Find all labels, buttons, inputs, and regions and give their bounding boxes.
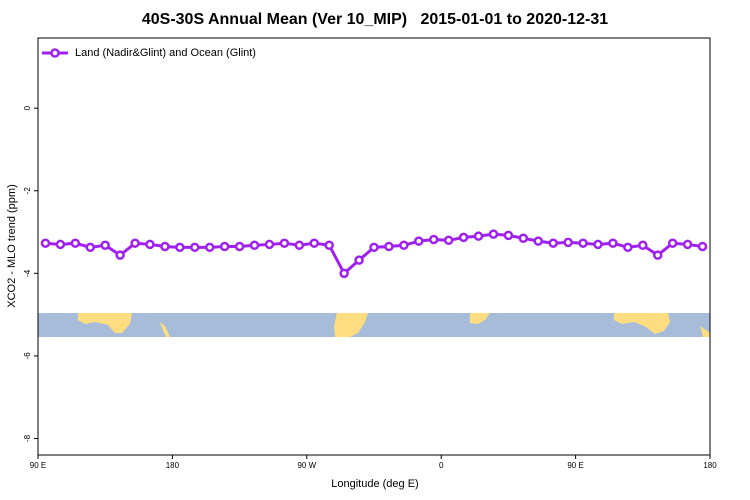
x-tick-label: 180 (166, 461, 180, 470)
data-point (264, 239, 275, 250)
y-tick-label: -4 (23, 269, 32, 277)
data-point (219, 241, 230, 252)
data-point (115, 250, 125, 260)
data-point (608, 238, 618, 248)
data-point (324, 240, 334, 251)
data-point (638, 240, 648, 251)
data-point (279, 238, 290, 248)
series-line (45, 232, 703, 276)
data-point (339, 268, 349, 279)
plot-frame (37, 37, 711, 456)
data-point (234, 241, 245, 252)
data-point (249, 240, 260, 251)
y-tick-label: -2 (23, 187, 32, 195)
data-point (309, 238, 320, 248)
x-tick-label: 0 (439, 461, 444, 470)
data-point (175, 242, 185, 253)
y-axis-label: XCO2 - MLO trend (ppm) (6, 184, 18, 307)
data-point (548, 238, 558, 248)
data-point (130, 238, 140, 248)
map-strip (38, 313, 710, 337)
x-tick-label: 90 E (567, 461, 583, 470)
data-point (443, 235, 454, 246)
data-point (100, 240, 110, 251)
data-point (667, 238, 678, 248)
x-tick-label: 90 W (297, 461, 316, 470)
data-point (40, 238, 51, 248)
data-point (204, 242, 215, 253)
legend-label: Land (Nadir&Glint) and Ocean (Glint) (75, 47, 256, 59)
data-point (458, 232, 469, 243)
data-point (623, 242, 633, 253)
data-point (518, 233, 529, 243)
data-point (190, 242, 200, 253)
y-tick-label: -8 (23, 434, 32, 442)
data-point (473, 231, 484, 241)
data-point (70, 238, 81, 248)
x-tick-label: 180 (703, 461, 717, 470)
data-point (488, 229, 499, 239)
data-point (399, 240, 409, 251)
chart-title: 40S-30S Annual Mean (Ver 10_MIP) 2015-01… (142, 11, 608, 28)
data-point (593, 239, 603, 250)
x-axis-label: Longitude (deg E) (331, 478, 418, 490)
data-point (369, 242, 379, 253)
data-point (160, 241, 170, 252)
data-point (294, 240, 305, 251)
data-point (414, 236, 424, 246)
data-point (682, 239, 693, 250)
data-point (533, 236, 544, 246)
data-point (85, 242, 96, 253)
data-point (578, 238, 588, 248)
data-point (145, 239, 155, 250)
data-point (563, 237, 573, 248)
data-point (697, 241, 708, 252)
data-point (503, 230, 514, 241)
y-tick-label: -6 (23, 352, 32, 360)
data-point (428, 234, 439, 245)
legend-marker (50, 48, 60, 58)
data-point (384, 241, 394, 252)
x-tick-label: 90 E (30, 461, 46, 470)
y-tick-label: 0 (23, 105, 32, 110)
data-point (354, 255, 364, 265)
data-point (652, 250, 663, 260)
data-point (55, 239, 66, 250)
